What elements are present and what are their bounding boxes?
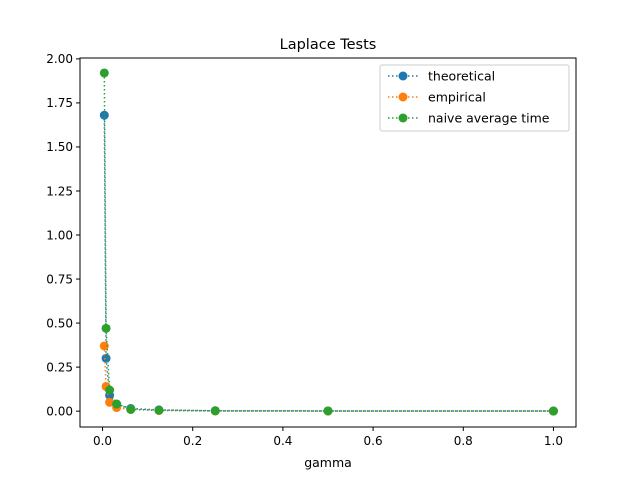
x-axis: 0.0 0.2 0.4 0.6 0.8 1.0 — [93, 427, 563, 448]
legend-item: theoretical — [388, 69, 495, 84]
data-point — [210, 406, 220, 416]
y-tick-label: 1.75 — [46, 96, 73, 110]
data-point — [548, 406, 558, 416]
x-tick-label: 0.4 — [273, 434, 292, 448]
data-point — [99, 110, 109, 120]
data-point — [101, 353, 111, 363]
y-tick-label: 0.00 — [46, 404, 73, 418]
plot-area-frame — [79, 57, 577, 428]
x-tick-label: 0.6 — [364, 434, 383, 448]
series-line — [103, 115, 554, 412]
y-tick-label: 0.50 — [46, 316, 73, 330]
y-tick-label: 1.50 — [46, 140, 73, 154]
x-tick-label: 0.2 — [183, 434, 202, 448]
y-tick-label: 0.25 — [46, 360, 73, 374]
series-2 — [99, 68, 558, 416]
data-point — [154, 405, 164, 415]
x-axis-label: gamma — [304, 455, 352, 470]
legend-marker — [398, 71, 408, 81]
x-tick-label: 0.0 — [93, 434, 112, 448]
y-tick-label: 1.00 — [46, 228, 73, 242]
legend-box — [379, 64, 570, 132]
y-tick-label: 2.00 — [46, 52, 73, 66]
legend-item: naive average time — [388, 111, 550, 126]
series-0 — [99, 110, 558, 416]
legend-marker — [398, 92, 408, 102]
data-point — [126, 404, 136, 414]
data-point — [101, 323, 111, 333]
legend-label: empirical — [428, 90, 486, 105]
data-point — [323, 406, 333, 416]
chart-title: Laplace Tests — [280, 37, 377, 53]
legend-label: theoretical — [428, 69, 495, 84]
series-layer — [99, 68, 558, 416]
series-line — [103, 345, 554, 412]
legend-label: naive average time — [428, 111, 550, 126]
y-axis: 0.00 0.25 0.50 0.75 1.00 1.25 1.50 1.75 2.00 — [46, 52, 80, 418]
legend: theoretical empirical naive average time — [379, 64, 570, 132]
data-point — [105, 385, 115, 395]
data-point — [99, 68, 109, 78]
y-tick-label: 1.25 — [46, 184, 73, 198]
data-point — [112, 399, 122, 409]
data-point — [105, 397, 115, 407]
data-point — [99, 341, 109, 351]
legend-item: empirical — [388, 90, 486, 105]
x-tick-label: 1.0 — [544, 434, 563, 448]
x-tick-label: 0.8 — [454, 434, 473, 448]
series-1 — [99, 341, 558, 416]
y-tick-label: 0.75 — [46, 272, 73, 286]
legend-marker — [398, 113, 408, 123]
